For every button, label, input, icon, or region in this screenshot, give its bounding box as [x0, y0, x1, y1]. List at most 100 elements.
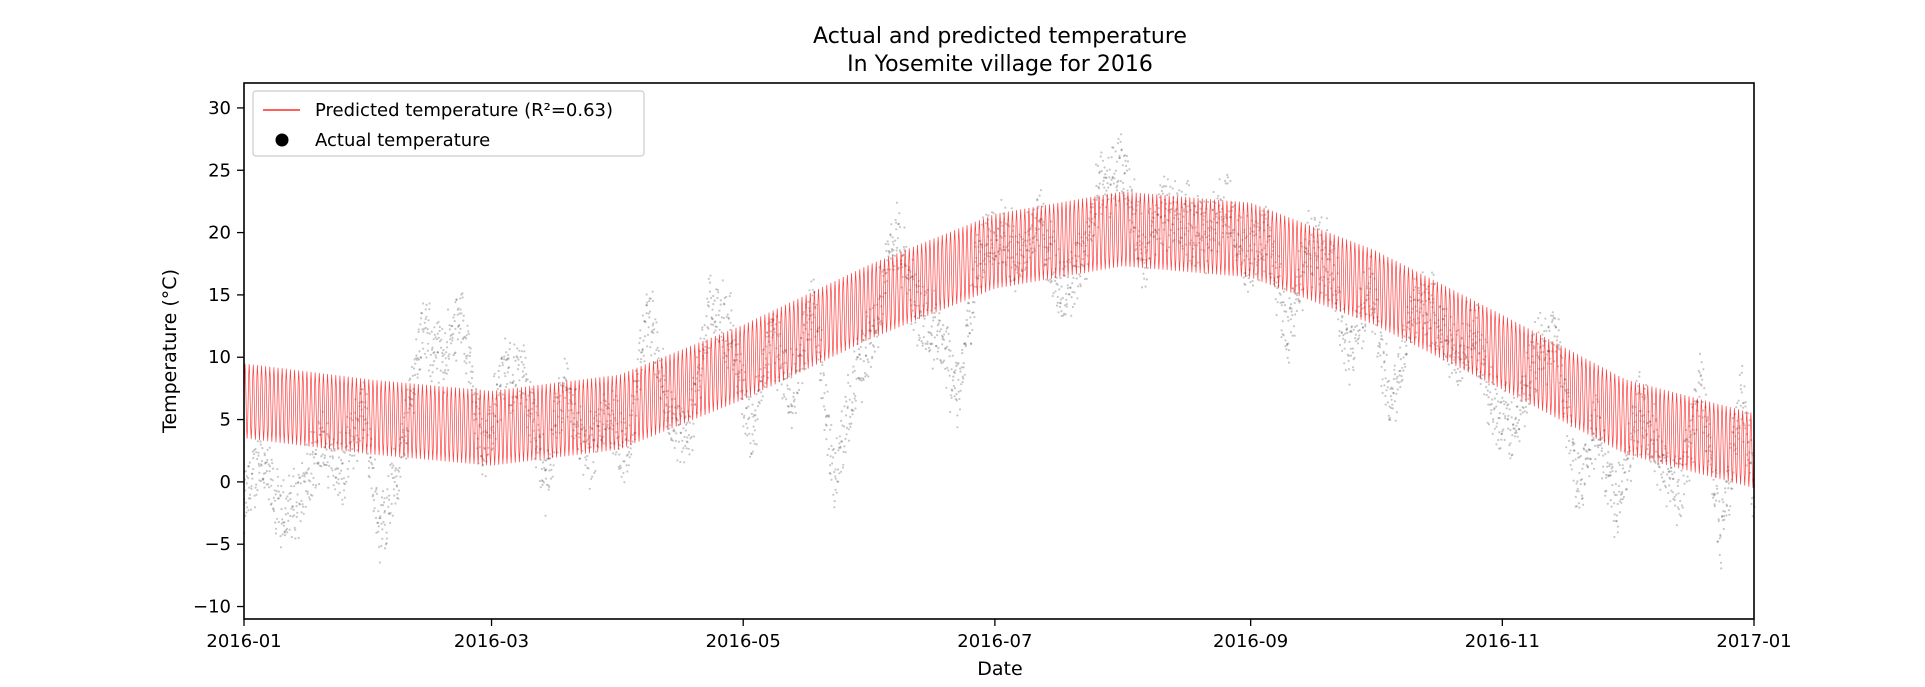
- actual-temperature-point: [1146, 266, 1149, 269]
- actual-temperature-point: [551, 475, 554, 478]
- actual-temperature-point: [371, 495, 374, 498]
- actual-temperature-point: [807, 300, 810, 303]
- actual-temperature-point: [498, 364, 501, 367]
- actual-temperature-point: [340, 469, 343, 472]
- actual-temperature-point: [1291, 314, 1294, 317]
- actual-temperature-point: [1143, 266, 1146, 269]
- actual-temperature-point: [1719, 533, 1722, 537]
- actual-temperature-point: [638, 341, 641, 345]
- actual-temperature-point: [708, 290, 712, 293]
- actual-temperature-point: [685, 447, 688, 450]
- actual-temperature-point: [1363, 329, 1366, 332]
- actual-temperature-point: [1650, 455, 1653, 458]
- x-axis: 2016-01 2016-03 2016-05 2016-07 2016-09 2016-…: [206, 619, 1792, 652]
- actual-temperature-point: [939, 360, 943, 363]
- actual-temperature-point: [1051, 294, 1054, 298]
- actual-temperature-point: [703, 351, 706, 354]
- actual-temperature-point: [641, 348, 644, 351]
- actual-temperature-point: [725, 295, 728, 298]
- actual-temperature-point: [796, 354, 799, 357]
- actual-temperature-point: [1036, 238, 1039, 242]
- actual-temperature-point: [1120, 149, 1123, 152]
- actual-temperature-point: [1724, 491, 1727, 494]
- actual-temperature-point: [651, 329, 654, 332]
- legend-dot-marker: [275, 133, 289, 147]
- actual-temperature-point: [1663, 454, 1666, 457]
- actual-temperature-point: [770, 318, 773, 321]
- actual-temperature-point: [692, 422, 695, 425]
- actual-temperature-point: [859, 345, 862, 349]
- actual-temperature-point: [409, 377, 412, 380]
- actual-temperature-point: [392, 464, 395, 467]
- actual-temperature-point: [672, 428, 676, 431]
- actual-temperature-point: [681, 410, 684, 413]
- actual-temperature-point: [563, 357, 566, 360]
- actual-temperature-point: [1110, 178, 1113, 181]
- actual-temperature-point: [465, 362, 468, 365]
- actual-temperature-point: [921, 342, 924, 345]
- actual-temperature-point: [455, 359, 458, 362]
- actual-temperature-point: [877, 346, 880, 349]
- actual-temperature-point: [1361, 326, 1365, 329]
- actual-temperature-point: [954, 369, 957, 372]
- actual-temperature-point: [902, 245, 906, 249]
- actual-temperature-point: [396, 496, 399, 500]
- actual-temperature-point: [847, 381, 850, 384]
- actual-temperature-point: [1068, 293, 1071, 296]
- actual-temperature-point: [1379, 354, 1382, 357]
- actual-temperature-point: [593, 471, 596, 475]
- actual-temperature-point: [684, 444, 687, 448]
- actual-temperature-point: [994, 254, 997, 257]
- actual-temperature-point: [837, 449, 840, 452]
- actual-temperature-point: [471, 385, 475, 388]
- actual-temperature-point: [347, 449, 350, 452]
- actual-temperature-point: [263, 452, 266, 455]
- actual-temperature-point: [1346, 353, 1349, 356]
- actual-temperature-point: [651, 324, 654, 327]
- actual-temperature-point: [755, 375, 758, 378]
- actual-temperature-point: [1379, 331, 1382, 334]
- actual-temperature-point: [541, 479, 544, 482]
- actual-temperature-point: [368, 460, 371, 463]
- actual-temperature-point: [695, 377, 698, 380]
- actual-temperature-point: [1670, 466, 1673, 469]
- actual-temperature-point: [952, 384, 955, 388]
- actual-temperature-point: [578, 436, 581, 439]
- actual-temperature-point: [1202, 215, 1205, 218]
- actual-temperature-point: [562, 384, 566, 387]
- actual-temperature-point: [1065, 292, 1068, 295]
- actual-temperature-point: [1638, 375, 1641, 378]
- actual-temperature-point: [1371, 330, 1374, 333]
- actual-temperature-point: [1054, 290, 1057, 293]
- actual-temperature-point: [1342, 337, 1345, 340]
- actual-temperature-point: [852, 409, 855, 412]
- actual-temperature-point: [432, 364, 435, 367]
- actual-temperature-point: [643, 335, 647, 338]
- actual-temperature-point: [1527, 402, 1530, 406]
- actual-temperature-point: [393, 480, 396, 484]
- actual-temperature-point: [547, 484, 550, 487]
- actual-temperature-point: [297, 536, 300, 540]
- actual-temperature-point: [841, 424, 844, 427]
- actual-temperature-point: [1187, 184, 1190, 187]
- actual-temperature-point: [1107, 198, 1110, 201]
- actual-temperature-point: [1121, 181, 1125, 184]
- actual-temperature-point: [310, 430, 313, 433]
- actual-temperature-point: [1729, 480, 1733, 483]
- actual-temperature-point: [1490, 365, 1493, 369]
- actual-temperature-point: [1240, 216, 1243, 219]
- actual-temperature-point: [1665, 505, 1668, 508]
- actual-temperature-point: [1284, 345, 1287, 348]
- actual-temperature-point: [1682, 474, 1685, 477]
- actual-temperature-point: [1256, 225, 1259, 228]
- actual-temperature-point: [536, 451, 539, 454]
- actual-temperature-point: [623, 460, 626, 463]
- actual-temperature-point: [1449, 355, 1452, 358]
- actual-temperature-point: [1590, 439, 1594, 442]
- actual-temperature-point: [1676, 506, 1679, 509]
- actual-temperature-point: [557, 377, 560, 380]
- actual-temperature-point: [1448, 329, 1451, 332]
- actual-temperature-point: [1261, 209, 1264, 212]
- actual-temperature-point: [404, 435, 407, 438]
